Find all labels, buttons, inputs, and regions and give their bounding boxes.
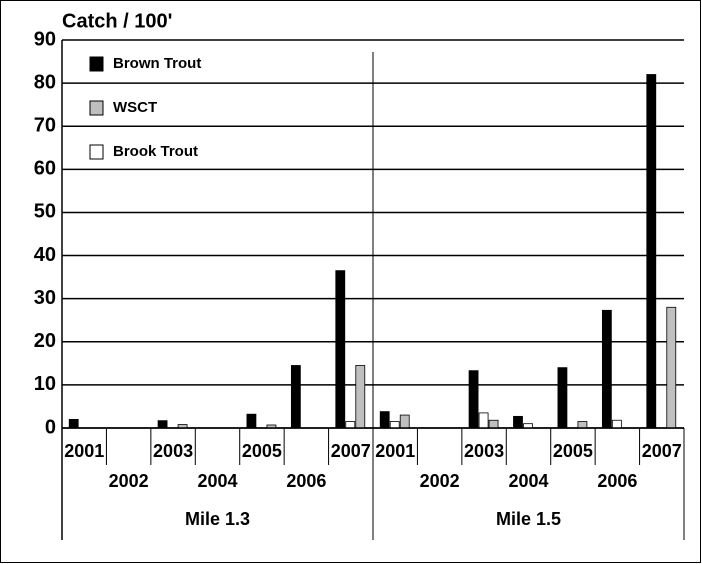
x-tick-label: 2003 <box>464 441 504 461</box>
legend-label: Brown Trout <box>113 55 201 72</box>
y-tick-label: 70 <box>34 115 56 137</box>
x-tick-label: 2006 <box>597 471 637 491</box>
bar <box>611 419 622 429</box>
bar <box>666 306 677 429</box>
bar <box>246 413 257 429</box>
bar <box>557 367 568 429</box>
y-tick-label: 80 <box>34 71 56 93</box>
x-tick-label: 2002 <box>420 471 460 491</box>
legend-swatch <box>89 100 104 116</box>
x-tick-label: 2002 <box>109 471 149 491</box>
y-tick-label: 50 <box>34 201 56 223</box>
bar <box>468 370 479 429</box>
bar <box>68 418 79 429</box>
legend-swatch <box>89 56 104 72</box>
bar <box>290 365 301 429</box>
x-tick-label: 2005 <box>553 441 593 461</box>
y-tick-label: 30 <box>34 287 56 309</box>
bar <box>355 365 366 429</box>
bar <box>379 411 390 429</box>
y-axis-label: Catch / 100' <box>62 10 172 32</box>
x-tick-label: 2003 <box>153 441 193 461</box>
y-tick-label: 90 <box>34 28 56 50</box>
bar <box>488 419 499 429</box>
x-tick-label: 2001 <box>375 441 415 461</box>
x-tick-label: 2001 <box>64 441 104 461</box>
legend-swatch <box>89 144 104 160</box>
bar <box>478 412 489 429</box>
bar <box>335 270 346 429</box>
y-tick-label: 60 <box>34 158 56 180</box>
y-tick-label: 40 <box>34 244 56 266</box>
legend-label: Brook Trout <box>113 143 198 160</box>
bar <box>601 309 612 429</box>
bar <box>389 421 400 429</box>
y-tick-label: 0 <box>45 416 56 438</box>
group-label: Mile 1.5 <box>496 509 561 529</box>
group-label: Mile 1.3 <box>185 509 250 529</box>
y-tick-label: 20 <box>34 330 56 352</box>
x-tick-label: 2004 <box>197 471 237 491</box>
bar <box>646 74 657 429</box>
bar <box>157 420 168 429</box>
bar <box>345 421 356 429</box>
bar <box>399 414 410 429</box>
x-tick-label: 2005 <box>242 441 282 461</box>
bar <box>513 415 523 429</box>
y-tick-label: 10 <box>34 373 56 395</box>
x-tick-label: 2007 <box>331 441 371 461</box>
bar <box>577 421 588 429</box>
legend-label: WSCT <box>113 99 157 116</box>
x-tick-label: 2006 <box>286 471 326 491</box>
x-tick-label: 2004 <box>508 471 548 491</box>
x-tick-label: 2007 <box>642 441 682 461</box>
